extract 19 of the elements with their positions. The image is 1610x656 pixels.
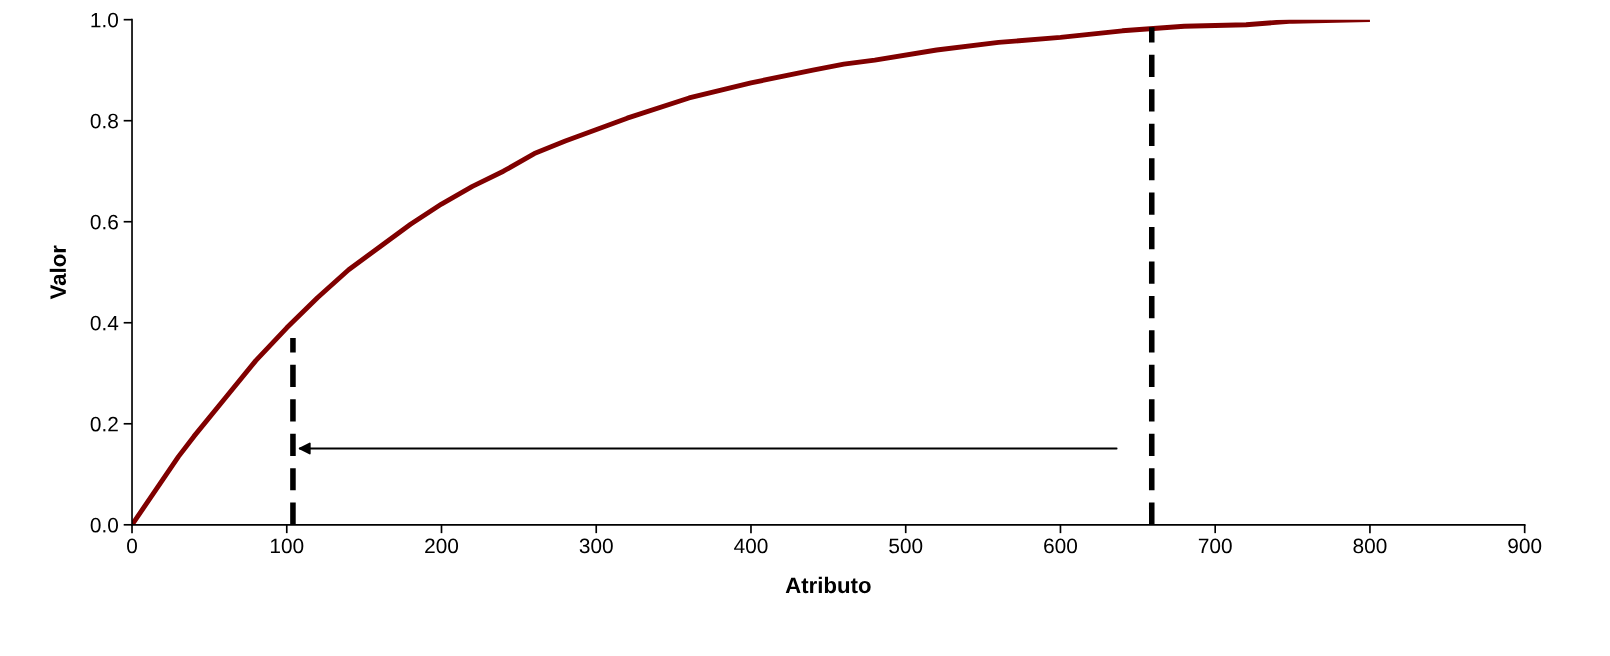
x-axis-title: Atributo xyxy=(785,576,871,594)
x-tick-label: 100 xyxy=(270,538,304,554)
y-axis-title: Valor xyxy=(49,245,67,300)
line-series xyxy=(132,19,1373,525)
x-tick-label: 600 xyxy=(1044,538,1078,554)
x-tick-label: 0 xyxy=(127,538,137,554)
y-tick-label: 0.6 xyxy=(90,214,118,230)
x-tick-label: 300 xyxy=(579,538,613,554)
x-tick-label: 500 xyxy=(889,538,923,554)
y-tick-label: 0.2 xyxy=(90,416,118,432)
x-tick-label: 400 xyxy=(734,538,768,554)
y-tick-label: 0.4 xyxy=(90,315,119,331)
x-tick-label: 900 xyxy=(1508,538,1542,554)
y-tick-label: 1.0 xyxy=(91,12,119,28)
x-tick-label: 800 xyxy=(1353,538,1387,554)
x-tick-label: 200 xyxy=(425,538,459,554)
y-tick-label: 0.8 xyxy=(90,113,118,129)
y-tick-label: 0.0 xyxy=(90,517,119,533)
x-tick-label: 700 xyxy=(1198,538,1232,554)
